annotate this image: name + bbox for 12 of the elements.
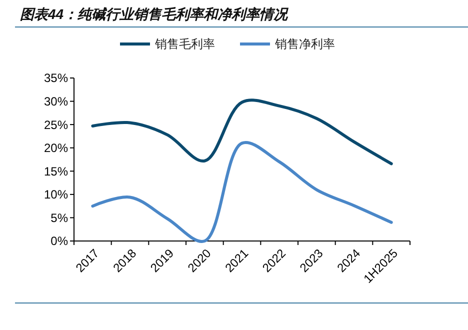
y-tick-label: 25% (44, 118, 68, 132)
y-tick-label: 0% (50, 234, 68, 248)
line-series (91, 141, 393, 243)
legend-label: 销售净利率 (274, 37, 335, 51)
y-tick-label: 5% (50, 210, 68, 225)
y-tick-label: 10% (44, 188, 68, 202)
y-tick-label: 15% (44, 164, 68, 178)
y-tick-label: 30% (44, 94, 68, 108)
y-tick-label: 35% (44, 71, 68, 86)
chart-title: 图表44：纯碱行业销售毛利率和净利率情况 (20, 6, 290, 22)
legend-label: 销售毛利率 (154, 37, 215, 51)
y-tick-label: 20% (44, 141, 68, 156)
